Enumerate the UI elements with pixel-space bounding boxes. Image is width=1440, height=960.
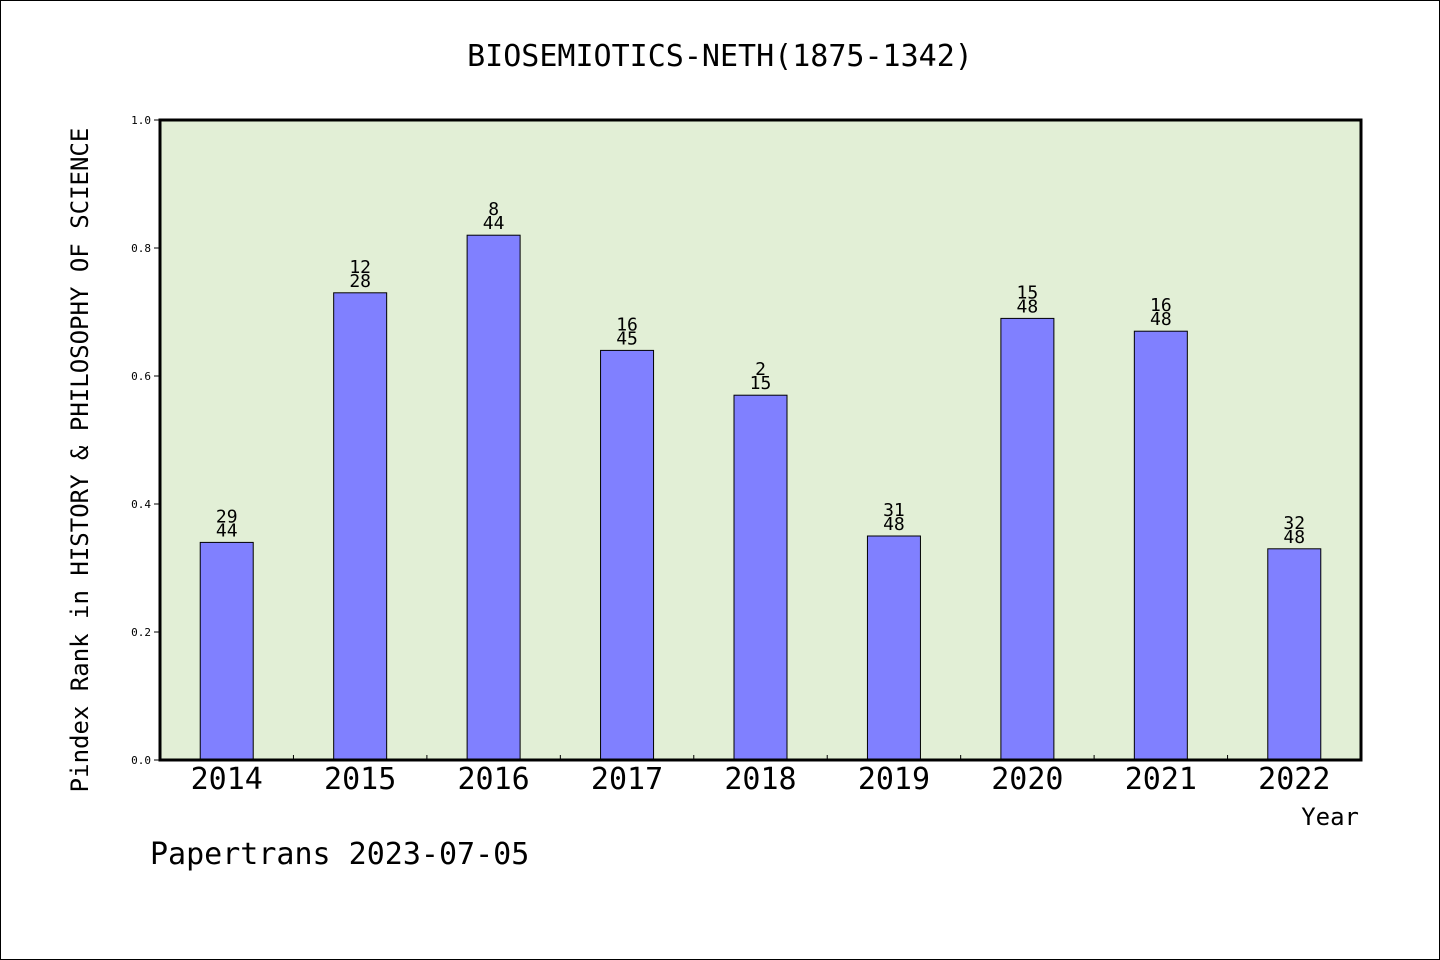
bar [866,535,921,761]
bar-rank-label: 16 [616,314,638,335]
footer-credit: Papertrans 2023-07-05 [150,837,529,872]
x-tick-label: 2016 [457,762,529,797]
x-axis: 2014 2015 2016 2017 2018 2019 2020 2021 2022 [191,755,1330,797]
bar [466,234,521,761]
chart-title: BIOSEMIOTICS-NETH(1875-1342) [467,39,973,74]
bar-rank-label: 16 [1150,295,1172,316]
plot-border [158,118,1363,762]
x-axis-label: Year [1301,803,1359,831]
x-tick-label: 2018 [724,762,796,797]
bar-total-label: 44 [216,520,238,541]
x-tick-label: 2022 [1258,762,1330,797]
bar-rank-label: 8 [488,199,499,220]
bar-rank-label: 2 [755,359,766,380]
bar-rank-label: 12 [349,257,371,278]
bar-total-label: 15 [750,373,772,394]
bar [600,349,655,761]
x-tick-label: 2015 [324,762,396,797]
bar-rank-label: 29 [216,506,238,527]
y-tick-label: 0.8 [131,242,151,255]
bar [1267,548,1322,761]
bar-rank-label: 15 [1017,282,1039,303]
bar [1000,317,1055,761]
y-axis-label: Pindex Rank in HISTORY & PHILOSOPHY OF S… [66,128,94,793]
bar-total-label: 45 [616,328,638,349]
y-axis: 0.0 0.2 0.4 0.6 0.8 1.0 [131,114,160,767]
x-tick-label: 2020 [991,762,1063,797]
x-tick-label: 2019 [858,762,930,797]
bar-total-label: 28 [349,271,371,292]
x-tick-label: 2021 [1125,762,1197,797]
bar-total-label: 48 [1283,527,1305,548]
bar-total-label: 48 [883,514,905,535]
y-tick-label: 1.0 [131,114,151,127]
bar-rank-label: 32 [1283,513,1305,534]
bar-rank-label: 31 [883,500,905,521]
bar-total-label: 48 [1150,309,1172,330]
bar [333,292,388,761]
bar [199,541,254,761]
bar-total-label: 44 [483,213,505,234]
bar [1133,330,1188,761]
y-tick-label: 0.4 [131,498,151,511]
x-tick-label: 2017 [591,762,663,797]
bar-total-label: 48 [1017,296,1039,317]
x-tick-label: 2014 [191,762,263,797]
y-tick-label: 0.2 [131,626,151,639]
y-tick-label: 0.6 [131,370,151,383]
bar [733,394,788,761]
y-tick-label: 0.0 [131,754,151,767]
